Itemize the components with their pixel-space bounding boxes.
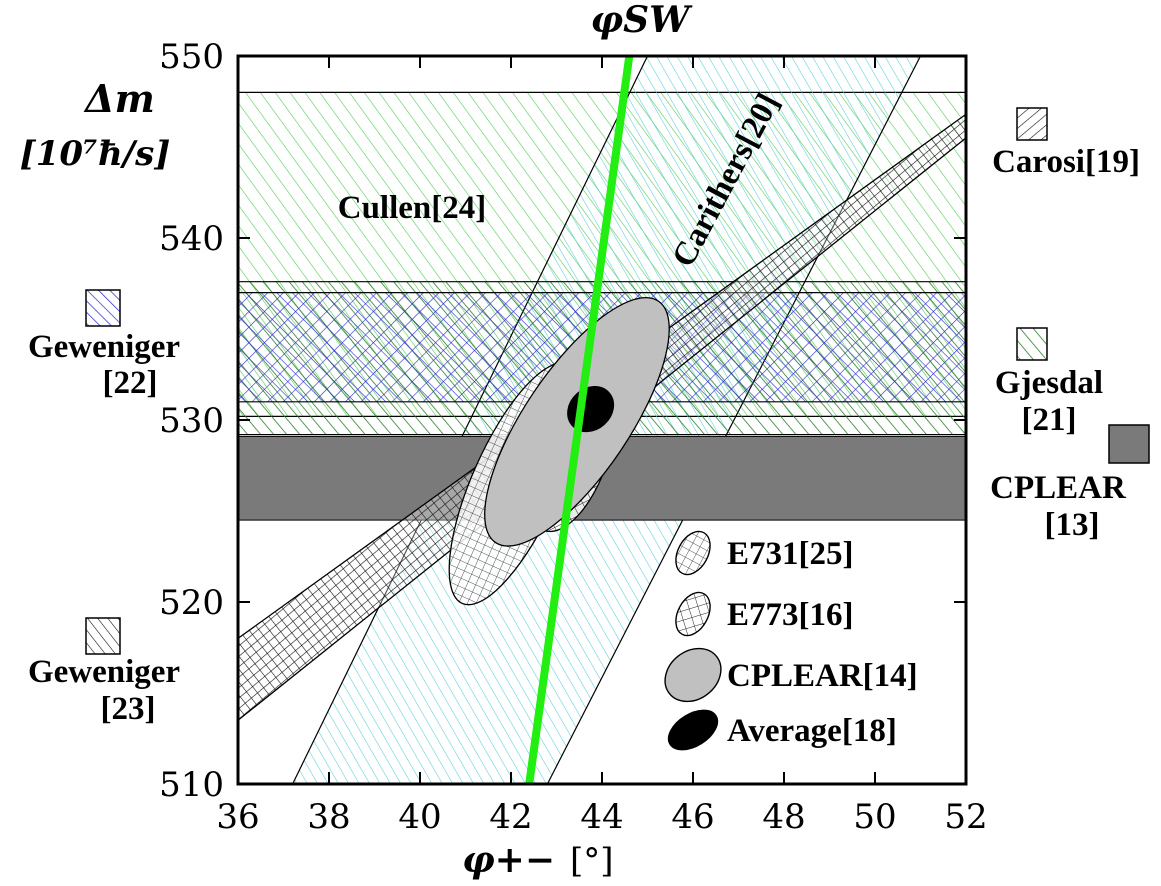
y-axis-unit: [10⁷ħ/s] (20, 134, 171, 174)
y-tick-label: 520 (159, 583, 224, 623)
legend-label: Geweniger (28, 654, 180, 690)
y-tick-label: 540 (159, 219, 224, 259)
y-tick-label: 510 (159, 765, 224, 805)
side-legend-geweniger-23-: Geweniger[23] (28, 617, 180, 727)
side-legend-gjesdal-21-: Gjesdal[21] (995, 327, 1103, 438)
x-tick-label: 50 (853, 797, 896, 837)
x-tick-label: 36 (216, 797, 259, 837)
legend-label: E731[25] (727, 536, 854, 572)
legend-swatch (1016, 107, 1048, 141)
x-axis-unit: [°] (570, 841, 614, 881)
legend-label: Carosi[19] (992, 144, 1140, 180)
inner-legend-item: E773[16] (675, 591, 854, 637)
side-legend-cplear-13-: CPLEAR[13] (990, 424, 1150, 543)
legend-swatch (85, 617, 121, 655)
inner-legend-item: E731[25] (675, 530, 854, 576)
phi-sw-line (525, 56, 634, 784)
legend-swatch (675, 591, 711, 637)
legend-label: [21] (1022, 402, 1077, 438)
x-tick-label: 38 (307, 797, 350, 837)
x-axis-label: φ+− (462, 839, 555, 881)
inner-legend-item: CPLEAR[14] (664, 647, 918, 703)
legend-label: CPLEAR[14] (727, 658, 918, 694)
inner-legend-item: Average[18] (667, 709, 897, 751)
legend-label: [23] (101, 691, 156, 727)
axes: 36 38 40 42 44 46 48 50 52 510 520 530 540 550 (159, 37, 988, 837)
legend-label: Average[18] (727, 713, 897, 749)
legend-label: [13] (1045, 507, 1100, 543)
legend-swatch (664, 647, 722, 703)
x-tick-label: 42 (489, 797, 532, 837)
x-tick-label: 40 (398, 797, 441, 837)
side-legend-carosi-19-: Carosi[19] (992, 107, 1140, 180)
legend-label: Gjesdal (995, 365, 1103, 401)
chart-title: φSW (591, 0, 694, 41)
legend-swatch (85, 289, 121, 327)
x-tick-label: 52 (944, 797, 987, 837)
x-tick-label: 44 (580, 797, 623, 837)
y-axis-label: Δm (83, 76, 155, 121)
legend-swatch (1016, 327, 1048, 361)
legend-label: Geweniger (28, 329, 180, 365)
legend-label: E773[16] (727, 597, 854, 633)
annotation-cullen: Cullen[24] (338, 190, 487, 226)
side-legend-geweniger-22-: Geweniger[22] (28, 289, 180, 401)
legend-label: [22] (103, 365, 158, 401)
legend-swatch (1108, 424, 1150, 464)
y-tick-label: 530 (159, 401, 224, 441)
y-tick-label: 550 (159, 37, 224, 77)
x-tick-label: 46 (671, 797, 714, 837)
legend-swatch (667, 709, 719, 751)
x-tick-label: 48 (762, 797, 805, 837)
legend-swatch (675, 530, 711, 576)
plot-area (238, 56, 966, 784)
legend-label: CPLEAR (990, 470, 1127, 506)
